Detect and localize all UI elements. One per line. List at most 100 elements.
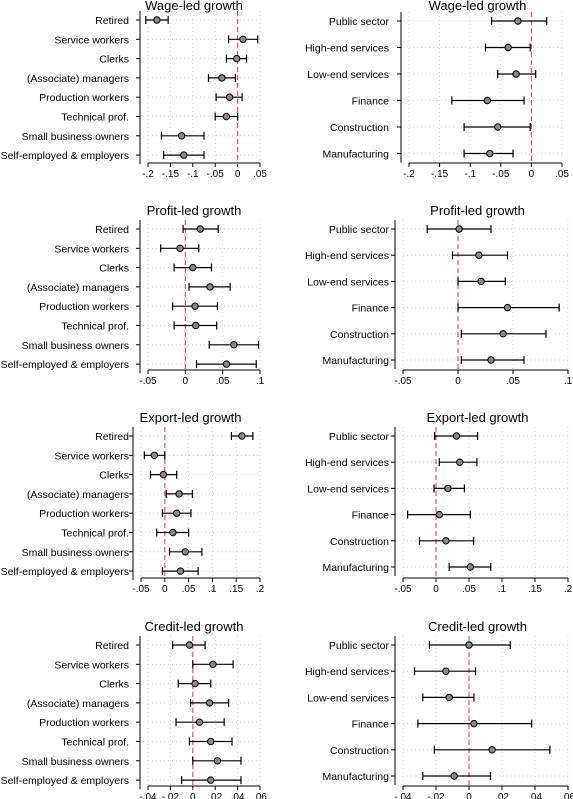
x-tick-label: .1 bbox=[256, 376, 265, 387]
point-estimate-marker bbox=[207, 737, 215, 746]
chart-panel-6: Export-led growth Public sector High-end s… bbox=[305, 410, 573, 595]
category-label: Technical prof. bbox=[61, 737, 129, 749]
point-estimate-marker bbox=[455, 225, 463, 233]
chart-title: Wage-led growth bbox=[429, 0, 527, 13]
category-label: Retired bbox=[95, 15, 129, 27]
x-tick-label: 0 bbox=[433, 584, 439, 595]
chart-panel-5: Export-led growth Retired Service workers C… bbox=[1, 410, 265, 595]
chart-title: Profit-led growth bbox=[430, 203, 525, 218]
x-tick-label: -.05 bbox=[492, 169, 510, 180]
category-label: Construction bbox=[330, 745, 389, 757]
point-estimate-marker bbox=[177, 132, 186, 140]
category-label: Public sector bbox=[329, 640, 390, 652]
point-estimate-marker bbox=[180, 151, 188, 159]
point-estimate-marker bbox=[238, 432, 246, 440]
category-label: Construction bbox=[330, 329, 389, 341]
category-label: (Associate) managers bbox=[27, 282, 129, 294]
category-label: Self-employed & employers bbox=[1, 359, 129, 371]
point-estimate-marker bbox=[512, 70, 520, 78]
point-estimate-marker bbox=[192, 321, 200, 330]
point-estimate-marker bbox=[514, 17, 522, 25]
category-label: Manufacturing bbox=[322, 149, 389, 161]
category-label: Retired bbox=[95, 640, 129, 652]
category-label: Service workers bbox=[54, 450, 129, 462]
point-estimate-marker bbox=[445, 693, 453, 702]
category-label: Low-end services bbox=[307, 692, 389, 704]
point-estimate-marker bbox=[150, 451, 159, 459]
x-tick-label: 0 bbox=[466, 792, 472, 799]
category-label: Production workers bbox=[39, 92, 129, 104]
point-estimate-marker bbox=[185, 641, 194, 649]
x-tick-label: .05 bbox=[462, 584, 476, 595]
point-estimate-marker bbox=[195, 718, 204, 726]
category-label: Finance bbox=[352, 303, 390, 315]
category-label: Retired bbox=[95, 431, 129, 443]
category-label: High-end services bbox=[305, 43, 389, 55]
x-tick-label: -.05 bbox=[394, 584, 412, 595]
point-estimate-marker bbox=[222, 360, 231, 368]
chart-panel-7: Credit-led growth Retired Service workers C… bbox=[1, 619, 268, 799]
category-label: Technical prof. bbox=[61, 321, 129, 333]
x-tick-label: .05 bbox=[216, 376, 230, 387]
x-tick-label: -.15 bbox=[431, 169, 449, 180]
point-estimate-marker bbox=[159, 470, 168, 479]
x-tick-label: -.15 bbox=[162, 169, 180, 180]
point-estimate-marker bbox=[470, 719, 478, 728]
chart-title: Export-led growth bbox=[427, 410, 529, 425]
category-label: Small business owners bbox=[22, 340, 129, 352]
point-estimate-marker bbox=[175, 490, 183, 498]
chart-panel-2: Wage-led growth Public sector High-end ser… bbox=[305, 0, 569, 180]
category-label: Small business owners bbox=[22, 547, 129, 559]
x-tick-label: .02 bbox=[495, 792, 509, 799]
x-tick-label: .2 bbox=[564, 584, 573, 595]
point-estimate-marker bbox=[225, 93, 234, 101]
point-estimate-marker bbox=[153, 16, 161, 24]
x-tick-label: -.05 bbox=[207, 169, 225, 180]
x-tick-label: -.1 bbox=[187, 169, 199, 180]
category-label: Production workers bbox=[39, 508, 129, 520]
category-label: High-end services bbox=[305, 457, 389, 469]
point-estimate-marker bbox=[176, 567, 185, 575]
point-estimate-marker bbox=[442, 537, 450, 545]
point-estimate-marker bbox=[181, 548, 189, 556]
point-estimate-marker bbox=[191, 679, 199, 688]
x-tick-label: 0 bbox=[529, 169, 535, 180]
point-estimate-marker bbox=[176, 244, 184, 253]
point-estimate-marker bbox=[189, 263, 197, 272]
x-tick-label: -.04 bbox=[139, 792, 157, 799]
x-tick-label: .04 bbox=[231, 792, 245, 799]
point-estimate-marker bbox=[205, 699, 214, 707]
point-estimate-marker bbox=[444, 484, 452, 493]
point-estimate-marker bbox=[456, 458, 464, 466]
point-estimate-marker bbox=[173, 509, 181, 517]
x-tick-label: .15 bbox=[528, 584, 542, 595]
x-tick-label: .1 bbox=[208, 584, 217, 595]
category-label: Public sector bbox=[329, 16, 390, 28]
category-label: High-end services bbox=[305, 250, 389, 262]
x-tick-label: .05 bbox=[506, 376, 520, 387]
x-tick-label: .05 bbox=[253, 169, 267, 180]
x-tick-label: -.02 bbox=[427, 792, 445, 799]
category-label: (Associate) managers bbox=[27, 489, 129, 501]
x-tick-label: .02 bbox=[208, 792, 222, 799]
category-label: Low-end services bbox=[307, 69, 389, 81]
point-estimate-marker bbox=[488, 746, 496, 754]
category-label: Retired bbox=[95, 224, 129, 236]
category-label: Low-end services bbox=[307, 483, 389, 495]
category-label: Manufacturing bbox=[322, 562, 389, 574]
point-estimate-marker bbox=[483, 96, 492, 105]
x-tick-label: 0 bbox=[455, 376, 461, 387]
x-tick-label: .06 bbox=[253, 792, 267, 799]
category-label: Service workers bbox=[54, 243, 129, 255]
x-tick-label: -.2 bbox=[142, 169, 154, 180]
category-label: Finance bbox=[352, 510, 390, 522]
point-estimate-marker bbox=[503, 303, 512, 312]
point-estimate-marker bbox=[450, 772, 458, 780]
x-tick-label: .15 bbox=[229, 584, 243, 595]
x-tick-label: -.1 bbox=[464, 169, 476, 180]
x-tick-label: 0 bbox=[235, 169, 241, 180]
category-label: Manufacturing bbox=[322, 771, 389, 783]
chart-panel-1: Wage-led growth Retired Service workers Cle… bbox=[1, 0, 268, 180]
category-label: Clerks bbox=[99, 679, 129, 691]
